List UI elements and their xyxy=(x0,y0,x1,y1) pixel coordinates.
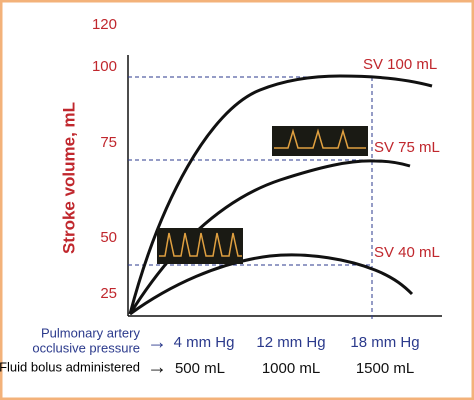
waveform-top xyxy=(272,126,368,156)
arrow: → xyxy=(147,331,167,353)
curve-label: SV 40 mL xyxy=(374,244,440,261)
row-value: 500 mL xyxy=(175,360,225,377)
y-tick-label: 25 xyxy=(100,285,117,302)
row-value: 12 mm Hg xyxy=(256,334,325,351)
row-label: Fluid bolus administered xyxy=(0,359,140,374)
y-axis-title: Stroke volume, mL xyxy=(59,102,78,254)
curve-label: SV 75 mL xyxy=(374,139,440,156)
y-tick-label: 50 xyxy=(100,229,117,246)
row-value: 4 mm Hg xyxy=(174,334,235,351)
y-tick-label: 120 xyxy=(92,16,117,33)
waveform-bottom xyxy=(157,228,243,264)
row-value: 1500 mL xyxy=(356,360,414,377)
y-tick-label: 100 xyxy=(92,58,117,75)
row-label: occlusive pressure xyxy=(32,340,140,355)
arrow: → xyxy=(147,356,167,378)
curve-label: SV 100 mL xyxy=(363,56,437,73)
guide-lines xyxy=(128,76,373,322)
row-value: 18 mm Hg xyxy=(350,334,419,351)
row-label: Pulmonary artery xyxy=(41,325,140,340)
curve-high xyxy=(128,74,433,315)
row-value: 1000 mL xyxy=(262,360,320,377)
y-tick-label: 75 xyxy=(100,134,117,151)
curve-low xyxy=(129,253,414,316)
